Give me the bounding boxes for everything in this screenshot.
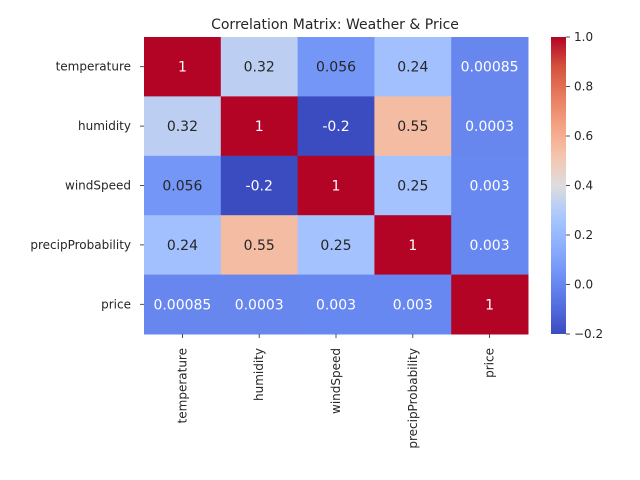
heatmap-cell (220, 96, 299, 157)
heatmap-cell (374, 274, 452, 335)
heatmap-cell (220, 37, 299, 97)
cell-value-label: 0.0003 (465, 119, 514, 135)
heatmap-cell (144, 155, 222, 216)
heatmap-cell (144, 96, 222, 157)
y-tick-label: windSpeed (65, 179, 131, 193)
cell-value-label: 1 (332, 179, 341, 195)
heatmap-cells: 1 0.32 0.056 0.24 0.00085 0.32 1 -0.2 0.55 0.0003… (144, 37, 529, 335)
y-tick-label: price (101, 297, 131, 311)
heatmap-cell (451, 274, 529, 335)
cell-value-label: 0.32 (244, 60, 275, 76)
colorbar-tick-label: 0.6 (574, 129, 593, 143)
heatmap-cell (144, 37, 222, 97)
heatmap-cell (451, 215, 529, 276)
colorbar-tick-label: −0.2 (574, 327, 603, 341)
heatmap-cell (297, 155, 375, 216)
cell-value-label: 0.003 (393, 297, 433, 313)
heatmap-cell (451, 155, 529, 216)
heatmap-cell (451, 37, 529, 97)
colorbar-tick-label: 0.4 (574, 179, 593, 193)
cell-value-label: 0.00085 (153, 297, 211, 313)
y-tick-label: precipProbability (30, 238, 131, 252)
cell-value-label: 0.00085 (461, 60, 519, 76)
cell-value-label: 0.0003 (235, 297, 284, 313)
cell-value-label: 1 (485, 297, 494, 313)
colorbar-tick-label: 0.0 (574, 278, 593, 292)
heatmap-cell (374, 215, 452, 276)
heatmap-cell (374, 37, 452, 97)
y-tick-label: temperature (56, 60, 131, 74)
heatmap-cell (451, 96, 529, 157)
heatmap-cell (297, 96, 375, 157)
cell-value-label: 0.056 (316, 60, 356, 76)
cell-value-label: 0.003 (470, 179, 510, 195)
colorbar (551, 37, 566, 334)
heatmap-cell (220, 155, 299, 216)
cell-value-label: 0.25 (397, 179, 428, 195)
cell-value-label: 0.55 (244, 238, 275, 254)
colorbar-tick-label: 0.2 (574, 228, 593, 242)
y-tick-label: humidity (78, 119, 131, 133)
colorbar-ticks: −0.2 0.0 0.2 0.4 0.6 0.8 1.0 (566, 30, 603, 341)
cell-value-label: 0.25 (320, 238, 351, 254)
heatmap-cell (220, 274, 299, 335)
cell-value-label: 0.55 (397, 119, 428, 135)
heatmap-cell (144, 274, 222, 335)
heatmap-cell (220, 215, 299, 276)
chart-title: Correlation Matrix: Weather & Price (211, 17, 459, 33)
heatmap-cell (144, 215, 222, 276)
colorbar-tick-label: 0.8 (574, 80, 593, 94)
cell-value-label: 1 (178, 60, 187, 76)
cell-value-label: 0.32 (167, 119, 198, 135)
x-tick-label: windSpeed (329, 348, 343, 414)
x-tick-label: precipProbability (406, 348, 420, 449)
colorbar-tick-label: 1.0 (574, 30, 593, 44)
x-tick-label: temperature (175, 348, 189, 423)
y-tick-labels: temperature humidity windSpeed precipProbab… (30, 60, 144, 311)
cell-value-label: 1 (255, 119, 264, 135)
heatmap-cell (297, 215, 375, 276)
heatmap-cell (297, 274, 375, 335)
heatmap-cell (297, 37, 375, 97)
heatmap-cell (374, 96, 452, 157)
x-tick-labels: temperature humidity windSpeed precipProbab… (175, 334, 497, 449)
heatmap-cell (374, 155, 452, 216)
cell-value-label: 0.056 (162, 179, 202, 195)
x-tick-label: price (483, 348, 497, 378)
cell-value-label: 1 (408, 238, 417, 254)
cell-value-label: 0.24 (397, 60, 428, 76)
cell-value-label: -0.2 (322, 119, 349, 135)
x-tick-label: humidity (252, 348, 266, 401)
cell-value-label: 0.003 (316, 297, 356, 313)
cell-value-label: 0.003 (470, 238, 510, 254)
cell-value-label: -0.2 (246, 179, 273, 195)
cell-value-label: 0.24 (167, 238, 198, 254)
